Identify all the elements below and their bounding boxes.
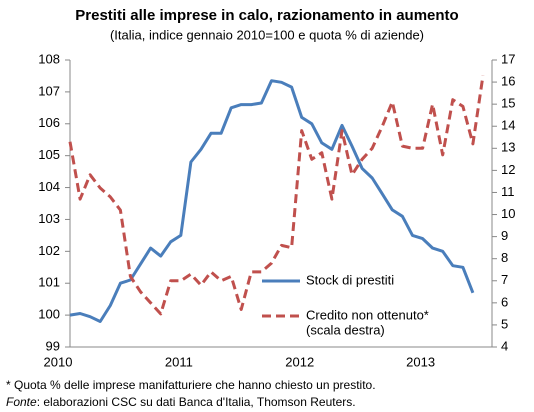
y2-tick-label: 15 [501, 96, 515, 111]
source-label: Fonte [6, 395, 37, 409]
y2-tick-label: 17 [501, 51, 515, 66]
y2-tick-label: 12 [501, 162, 515, 177]
y-tick-label: 105 [38, 147, 60, 162]
y2-tick-label: 16 [501, 74, 515, 89]
x-tick-label: 2010 [44, 354, 73, 369]
y-tick-label: 108 [38, 51, 60, 66]
x-tick-label: 2012 [285, 354, 314, 369]
y-tick-label: 100 [38, 307, 60, 322]
y2-tick-label: 5 [501, 316, 508, 331]
y-tick-label: 106 [38, 115, 60, 130]
legend-label: Stock di prestiti [306, 272, 394, 287]
y2-tick-label: 9 [501, 228, 508, 243]
footnote: * Quota % delle imprese manifatturiere c… [6, 378, 376, 392]
y2-tick-label: 7 [501, 272, 508, 287]
legend-label: Credito non ottenuto* [306, 307, 429, 322]
y2-tick-label: 10 [501, 206, 515, 221]
y2-tick-label: 4 [501, 338, 508, 353]
y2-tick-label: 11 [501, 184, 515, 199]
y-tick-label: 107 [38, 83, 60, 98]
source: Fonte: elaborazioni CSC su dati Banca d'… [6, 395, 356, 409]
y2-tick-label: 14 [501, 118, 515, 133]
chart-subtitle: (Italia, indice gennaio 2010=100 e quota… [110, 27, 424, 42]
x-tick-label: 2011 [165, 354, 193, 369]
series-line [68, 75, 485, 316]
y-tick-label: 102 [38, 243, 60, 258]
y-tick-label: 104 [38, 179, 60, 194]
series-line [69, 79, 475, 323]
legend-note: (scala destra) [306, 322, 385, 337]
y2-tick-label: 13 [501, 140, 515, 155]
source-text: : elaborazioni CSC su dati Banca d'Itali… [37, 395, 356, 409]
y2-tick-label: 8 [501, 250, 508, 265]
y-tick-label: 101 [38, 275, 60, 290]
y-tick-label: 103 [38, 211, 60, 226]
y-tick-label: 99 [46, 338, 60, 353]
y2-tick-label: 6 [501, 294, 508, 309]
x-tick-label: 2013 [406, 354, 435, 369]
chart-title: Prestiti alle imprese in calo, razioname… [75, 7, 458, 24]
